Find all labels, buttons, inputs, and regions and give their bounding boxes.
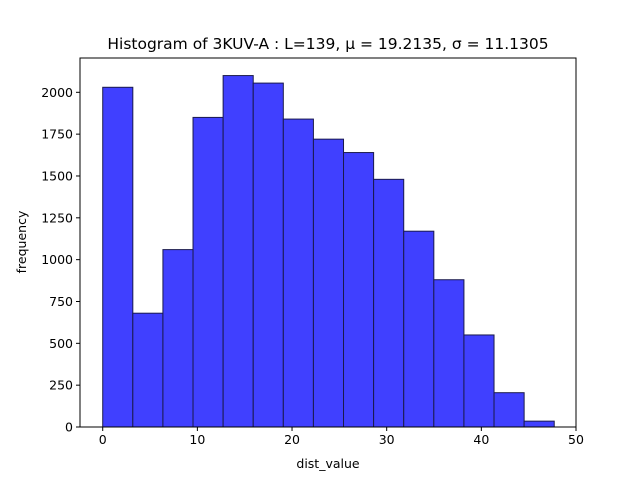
histogram-bar-3 — [192, 116, 224, 428]
x-tick-label: 50 — [568, 432, 584, 447]
y-tick-label: 0 — [65, 420, 73, 435]
histogram-bar-9 — [373, 178, 405, 428]
x-tick-label: 20 — [284, 432, 300, 447]
x-tick-label: 0 — [99, 432, 107, 447]
y-axis-label: frequency — [14, 210, 29, 273]
histogram-bar-5 — [252, 82, 284, 428]
y-tick-label: 2000 — [41, 85, 73, 100]
y-tick-label: 750 — [49, 294, 73, 309]
histogram-bar-14 — [523, 420, 555, 428]
histogram-bar-11 — [433, 279, 465, 428]
y-tick-label: 500 — [49, 336, 73, 351]
histogram-bar-6 — [282, 118, 314, 428]
y-tick-label: 1000 — [41, 252, 73, 267]
histogram-bar-13 — [493, 392, 525, 428]
x-tick-label: 10 — [189, 432, 205, 447]
x-tick-label: 40 — [473, 432, 489, 447]
y-tick-label: 1750 — [41, 127, 73, 142]
plot-frame — [79, 57, 577, 428]
histogram-bar-7 — [312, 138, 345, 428]
x-axis-ticks: 0 10 20 30 40 50 — [99, 427, 584, 447]
chart-title: Histogram of 3KUV-A : L=139, μ = 19.2135… — [107, 35, 548, 53]
y-tick-label: 250 — [49, 378, 73, 393]
histogram-bar-10 — [403, 230, 435, 428]
y-tick-label: 1250 — [41, 210, 73, 225]
y-axis-ticks: 0 250 500 750 1000 1250 1500 1750 2000 — [41, 85, 80, 435]
histogram-bar-4 — [222, 75, 254, 428]
histogram-bar-8 — [343, 152, 375, 428]
bars-layer — [102, 75, 555, 428]
x-tick-label: 30 — [379, 432, 395, 447]
histogram-bar-1 — [132, 312, 164, 428]
histogram-bar-12 — [463, 334, 495, 428]
y-tick-label: 1500 — [41, 168, 73, 183]
histogram-bar-2 — [162, 249, 194, 428]
x-axis-label: dist_value — [296, 456, 360, 471]
histogram-bar-0 — [102, 86, 134, 428]
